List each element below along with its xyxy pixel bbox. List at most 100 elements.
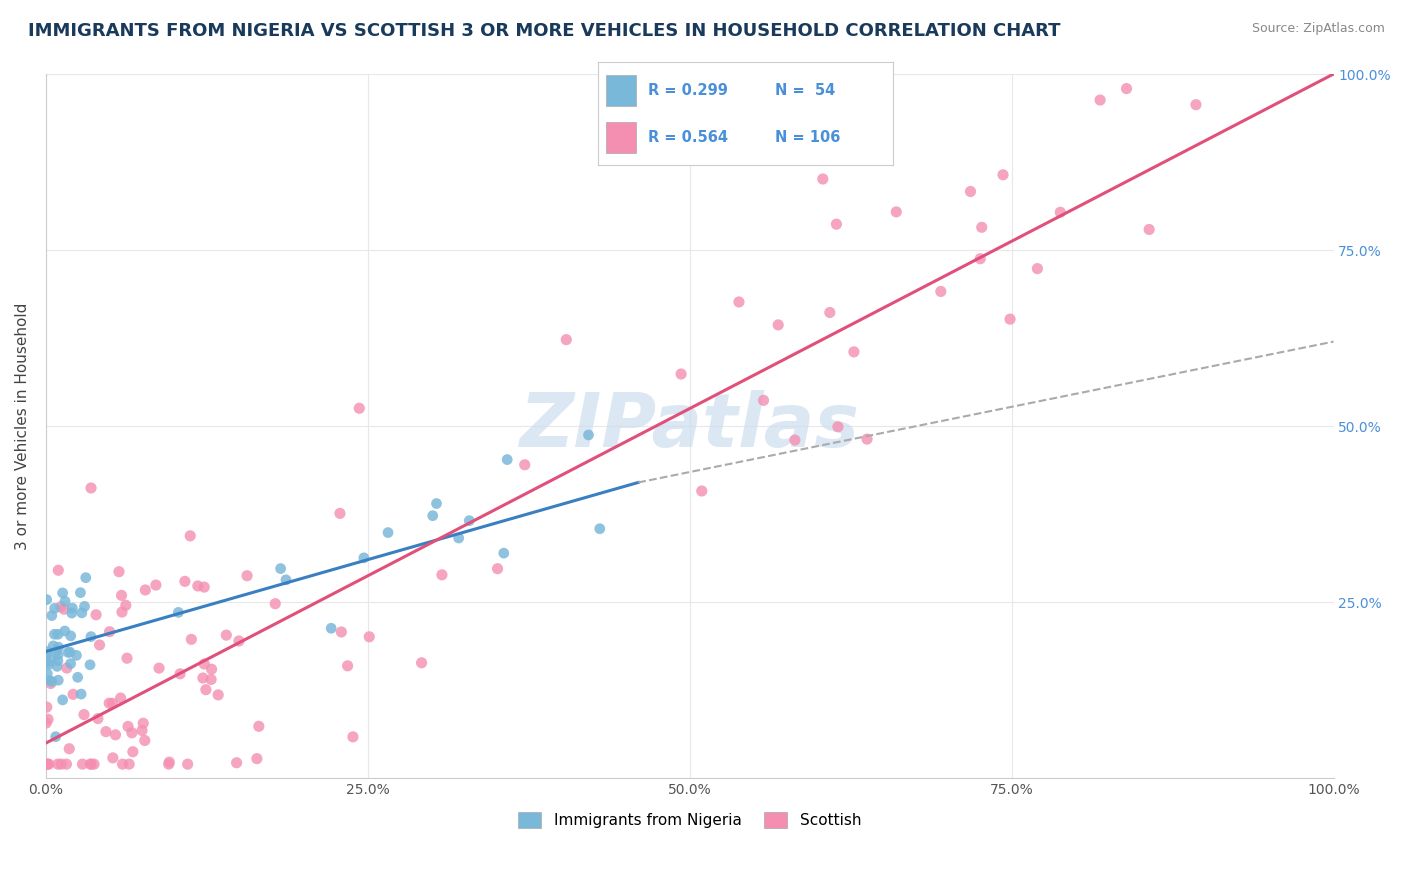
Point <box>330 625 353 640</box>
Point <box>929 285 952 299</box>
Point <box>46 659 69 673</box>
Point <box>44 601 66 615</box>
Point <box>555 333 578 347</box>
Point <box>422 508 444 523</box>
Point <box>1088 93 1111 107</box>
Point <box>349 401 371 416</box>
Point <box>53 602 76 616</box>
Point <box>766 318 789 332</box>
Point <box>46 627 69 641</box>
Point <box>58 741 80 756</box>
Point <box>228 634 250 648</box>
Text: R = 0.299: R = 0.299 <box>648 83 728 97</box>
Point <box>991 168 1014 182</box>
Point <box>44 627 66 641</box>
Point <box>117 719 139 733</box>
Point <box>45 730 67 744</box>
Point <box>46 757 69 772</box>
Point <box>69 585 91 599</box>
Point <box>134 582 156 597</box>
Point <box>752 393 775 408</box>
Point <box>200 673 222 687</box>
Point <box>430 567 453 582</box>
Point <box>83 757 105 772</box>
Point <box>998 312 1021 326</box>
Point <box>264 597 287 611</box>
Point <box>131 723 153 738</box>
Point <box>818 305 841 319</box>
Point <box>60 601 83 615</box>
Point <box>783 433 806 447</box>
Point <box>60 606 83 620</box>
Point <box>174 574 197 589</box>
Point <box>37 757 59 772</box>
Point <box>132 716 155 731</box>
Text: N =  54: N = 54 <box>775 83 835 97</box>
Point <box>80 481 103 495</box>
Point <box>167 606 190 620</box>
Point <box>98 696 121 710</box>
Point <box>62 687 84 701</box>
Point <box>270 561 292 575</box>
Point <box>811 172 834 186</box>
Point <box>191 671 214 685</box>
Point <box>56 661 79 675</box>
Point <box>80 630 103 644</box>
Point <box>1026 261 1049 276</box>
FancyBboxPatch shape <box>606 122 636 153</box>
Point <box>329 507 352 521</box>
Point <box>148 661 170 675</box>
Point <box>118 757 141 772</box>
Point <box>38 757 60 772</box>
Point <box>1185 97 1208 112</box>
Point <box>225 756 247 770</box>
Point <box>342 730 364 744</box>
Point <box>842 344 865 359</box>
Point <box>111 605 134 619</box>
Point <box>37 757 59 772</box>
Point <box>856 432 879 446</box>
Point <box>179 529 201 543</box>
Point <box>51 757 73 772</box>
Point <box>114 599 136 613</box>
Point <box>359 630 381 644</box>
Point <box>1115 81 1137 95</box>
Point <box>49 599 72 614</box>
Point <box>827 419 849 434</box>
Point <box>970 220 993 235</box>
Point <box>72 757 94 772</box>
Point <box>84 607 107 622</box>
Point <box>48 640 70 655</box>
Point <box>959 185 981 199</box>
Point <box>215 628 238 642</box>
Point <box>75 571 97 585</box>
Text: IMMIGRANTS FROM NIGERIA VS SCOTTISH 3 OR MORE VEHICLES IN HOUSEHOLD CORRELATION : IMMIGRANTS FROM NIGERIA VS SCOTTISH 3 OR… <box>28 22 1060 40</box>
Point <box>53 624 76 638</box>
Point <box>37 712 59 726</box>
Point <box>115 651 138 665</box>
Point <box>56 645 79 659</box>
Point <box>207 688 229 702</box>
Point <box>66 670 89 684</box>
Point <box>274 573 297 587</box>
Point <box>353 550 375 565</box>
Point <box>35 592 58 607</box>
Point <box>38 657 60 672</box>
Point <box>690 483 713 498</box>
Point <box>70 687 93 701</box>
Point <box>193 657 215 671</box>
Point <box>98 624 121 639</box>
Point <box>176 757 198 772</box>
Point <box>35 648 58 662</box>
Point <box>46 654 69 668</box>
Point <box>39 676 62 690</box>
Point <box>486 562 509 576</box>
Point <box>246 751 269 765</box>
Point <box>55 757 77 772</box>
Point <box>134 733 156 747</box>
Point <box>41 674 63 689</box>
Point <box>52 586 75 600</box>
Point <box>79 657 101 672</box>
Point <box>80 757 103 772</box>
Point <box>169 666 191 681</box>
